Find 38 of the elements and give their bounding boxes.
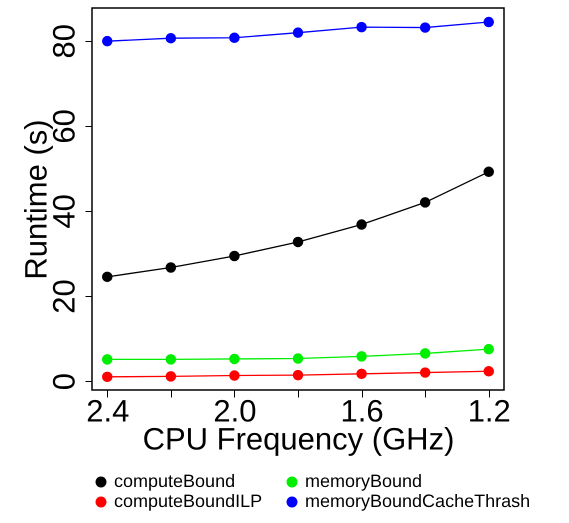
point [166, 262, 176, 273]
legend-label: memoryBoundCacheThrash [305, 491, 530, 511]
point [292, 236, 304, 248]
point [420, 348, 430, 359]
point [483, 166, 494, 178]
point [483, 344, 494, 354]
point [102, 354, 113, 365]
point [229, 354, 240, 364]
point [166, 354, 176, 365]
legend-label: memoryBound [305, 471, 422, 491]
y-tick-label: 40 [46, 194, 82, 229]
point [229, 32, 240, 44]
point [166, 371, 176, 382]
point [356, 219, 367, 230]
point [420, 22, 430, 33]
legend-label: computeBound [114, 471, 236, 491]
point [292, 353, 304, 364]
x-tick-label: 2.4 [86, 394, 130, 428]
x-tick-label: 1.2 [468, 394, 511, 428]
point [483, 16, 494, 28]
point [483, 366, 494, 377]
point [420, 197, 430, 208]
point [292, 27, 304, 38]
point [166, 32, 176, 44]
point [356, 368, 367, 380]
point [102, 36, 113, 46]
point [229, 370, 240, 381]
y-tick-label: 20 [46, 279, 82, 314]
point [420, 367, 430, 378]
y-tick-label: 80 [46, 24, 82, 58]
point [102, 272, 113, 282]
point [229, 250, 240, 262]
point [356, 22, 367, 32]
legend-label: computeBoundILP [114, 491, 262, 511]
point [356, 351, 367, 362]
point [292, 370, 304, 380]
y-tick-label: 0 [46, 372, 82, 390]
point [102, 372, 113, 382]
